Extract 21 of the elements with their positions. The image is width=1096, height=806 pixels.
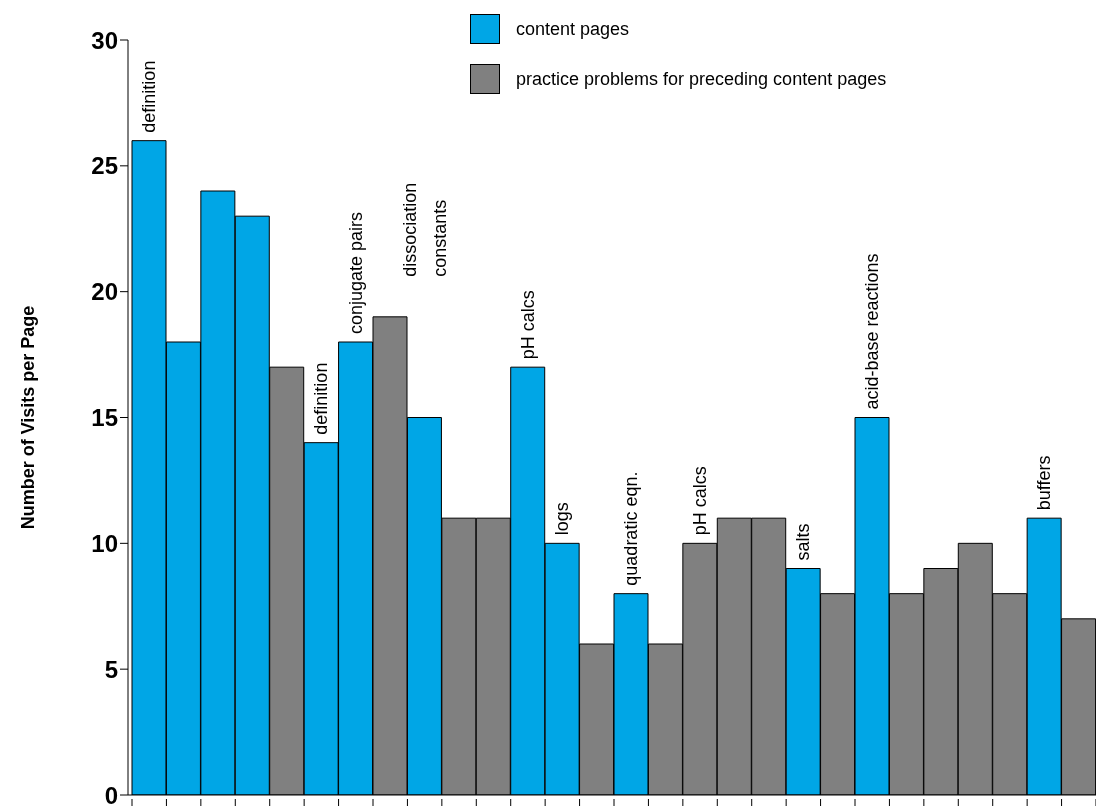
y-tick-label: 0 xyxy=(104,781,118,806)
x-tick-label: pH calcs xyxy=(517,290,538,360)
legend-label: practice problems for preceding content pages xyxy=(516,68,887,90)
legend-label: content pages xyxy=(516,18,630,40)
x-tick-label: conjugate pairs xyxy=(345,211,366,334)
x-tick-label: dissociation constants xyxy=(399,182,450,277)
y-tick-label: 15 xyxy=(91,404,118,432)
x-tick-label: salts xyxy=(793,523,814,561)
x-tick-label: pH calcs xyxy=(690,466,711,536)
y-tick-label: 10 xyxy=(91,529,118,557)
y-axis-title: Number of Visits per Page xyxy=(18,305,39,530)
x-tick-label: definition xyxy=(311,362,332,435)
y-tick-label: 20 xyxy=(91,278,118,306)
x-tick-label: definition xyxy=(139,60,160,133)
y-tick-label: 30 xyxy=(91,26,118,54)
x-tick-label: quadratic eqn. xyxy=(621,471,642,586)
y-tick-label: 25 xyxy=(91,152,118,180)
x-tick-label: acid-base reactions xyxy=(862,253,883,410)
y-tick-label: 5 xyxy=(104,655,118,683)
x-tick-label: buffers xyxy=(1034,455,1055,511)
x-tick-label: logs xyxy=(552,502,573,536)
